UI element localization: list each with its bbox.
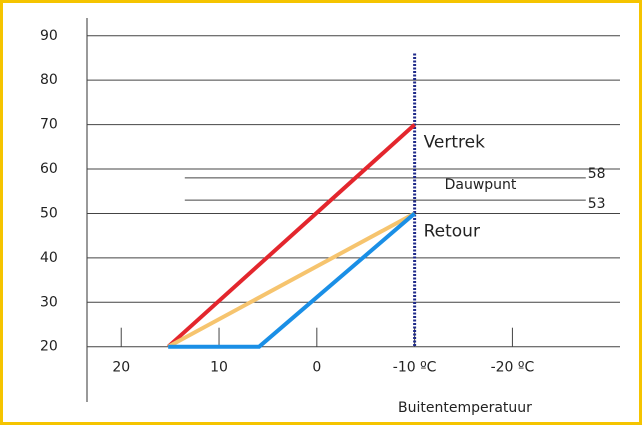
series-line xyxy=(166,123,416,349)
x-tick-label: 20 xyxy=(112,360,130,376)
series-label: Retour xyxy=(424,221,480,241)
y-tick-label: 20 xyxy=(40,339,58,355)
y-tick-label: 40 xyxy=(40,250,58,266)
y-tick-label: 80 xyxy=(40,72,58,88)
x-tick-label: -20 ºC xyxy=(491,360,535,376)
dew-point-label: Dauwpunt xyxy=(445,177,517,193)
y-tick-label: 30 xyxy=(40,294,58,310)
y-tick-label: 60 xyxy=(40,161,58,177)
dew-point-value: 53 xyxy=(588,196,606,212)
series-line xyxy=(167,211,416,349)
y-tick-label: 50 xyxy=(40,205,58,221)
x-tick-label: -10 ºC xyxy=(393,360,437,376)
y-tick-label: 90 xyxy=(40,28,58,44)
x-axis-label: Buitentemperatuur xyxy=(398,400,532,416)
series-label: Vertrek xyxy=(424,133,485,153)
x-tick-label: 0 xyxy=(312,360,321,376)
series-line xyxy=(168,211,416,349)
y-tick-label: 70 xyxy=(40,117,58,133)
dew-point-value: 58 xyxy=(588,166,606,182)
x-tick-label: 10 xyxy=(210,360,228,376)
